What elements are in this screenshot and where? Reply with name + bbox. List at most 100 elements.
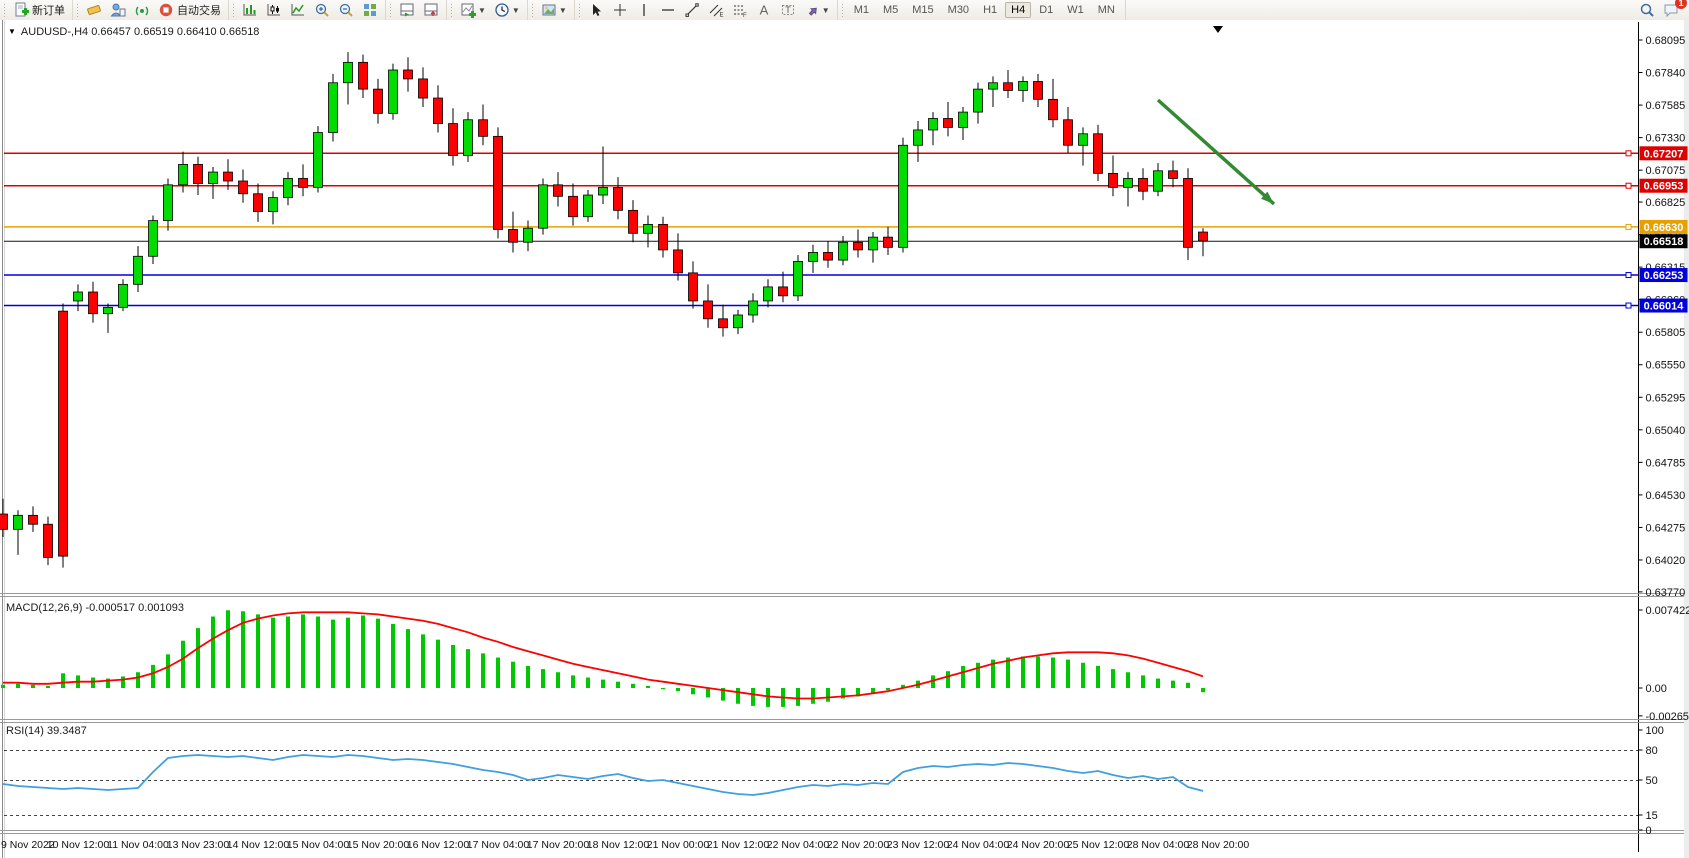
svg-text:0.67075: 0.67075	[1646, 165, 1686, 177]
crosshair-button[interactable]	[609, 0, 631, 20]
timeframe-h4-button[interactable]: H4	[1005, 2, 1032, 18]
dropdown-arrow-icon: ▼	[511, 5, 520, 15]
svg-text:0.65295: 0.65295	[1646, 392, 1686, 404]
timeframe-m15-button[interactable]: M15	[912, 4, 934, 16]
line-handle[interactable]	[1625, 182, 1632, 189]
search-button[interactable]	[1636, 0, 1658, 20]
profile-icon	[542, 4, 556, 16]
svg-text:0.67840: 0.67840	[1646, 68, 1686, 80]
symbol-expand-icon[interactable]: ▼	[8, 27, 16, 36]
svg-text:0.66825: 0.66825	[1646, 197, 1686, 209]
fibonacci-button[interactable]: F	[729, 0, 751, 20]
rsi-axis: 100 80 50 15 0	[1638, 725, 1664, 837]
auto-scroll-button[interactable]	[396, 0, 418, 20]
periods-button[interactable]: ▼	[491, 0, 523, 20]
svg-text:0.65550: 0.65550	[1646, 360, 1686, 372]
ticket-button[interactable]	[83, 0, 105, 20]
svg-text:0.64020: 0.64020	[1646, 555, 1686, 567]
svg-text:0.00: 0.00	[1646, 683, 1667, 695]
autotrading-button[interactable]: 自动交易	[155, 0, 224, 20]
vline-button[interactable]	[633, 0, 655, 20]
trendline-button[interactable]	[681, 0, 703, 20]
timeframe-w1-button[interactable]: W1	[1067, 4, 1084, 16]
chart-shift-button[interactable]	[420, 0, 442, 20]
svg-text:0: 0	[1646, 825, 1652, 837]
market-depth-button[interactable]	[107, 0, 129, 20]
timeframe-m5-button[interactable]: M5	[882, 4, 899, 16]
signals-button[interactable]	[131, 0, 153, 20]
svg-text:24 Nov 20:00: 24 Nov 20:00	[1007, 839, 1070, 851]
templates-button[interactable]: ▼	[538, 0, 570, 20]
chart-shift-marker[interactable]	[1213, 26, 1223, 33]
svg-text:18 Nov 12:00: 18 Nov 12:00	[587, 839, 650, 851]
hline-button[interactable]	[657, 0, 679, 20]
line-handle[interactable]	[1625, 302, 1632, 309]
channel-button[interactable]: E	[705, 0, 727, 20]
price-line-badge	[1639, 219, 1688, 234]
notifications-button[interactable]: 1	[1660, 0, 1687, 20]
cursor-icon	[592, 4, 601, 16]
macd-signal-line	[3, 611, 1204, 700]
chart-window: 0.68095 0.67840 0.67585 0.67330 0.67075 0.668…	[0, 20, 1689, 858]
indicators-button[interactable]: ▼	[457, 0, 489, 20]
svg-text:E: E	[719, 13, 723, 19]
svg-text:13 Nov 23:00: 13 Nov 23:00	[167, 839, 230, 851]
timeframe-m30-button[interactable]: M30	[947, 4, 970, 16]
toolbar: 新订单 自动交易 ▼ ▼ ▼ E F A T ▼ M1 M5 M15 M30 H1 H4 D1 W1 MN 1	[0, 0, 1689, 21]
search-icon	[1640, 3, 1654, 17]
signal-icon	[135, 6, 149, 16]
cursor-button[interactable]	[585, 0, 607, 20]
svg-text:0.67585: 0.67585	[1646, 100, 1686, 112]
timeframe-d1-button[interactable]: D1	[1039, 4, 1054, 16]
svg-text:22 Nov 04:00: 22 Nov 04:00	[767, 839, 830, 851]
svg-text:80: 80	[1646, 745, 1658, 757]
svg-text:28 Nov 20:00: 28 Nov 20:00	[1187, 839, 1250, 851]
line-chart-button[interactable]	[287, 0, 309, 20]
timeframe-mn-button[interactable]: MN	[1097, 4, 1115, 16]
line-handle[interactable]	[1625, 272, 1632, 279]
new-order-button[interactable]: 新订单	[10, 0, 68, 20]
bar-chart-button[interactable]	[239, 0, 261, 20]
svg-text:22 Nov 20:00: 22 Nov 20:00	[827, 839, 890, 851]
svg-text:F: F	[743, 13, 747, 18]
svg-text:10 Nov 12:00: 10 Nov 12:00	[47, 839, 110, 851]
channel-icon: E	[709, 4, 723, 19]
svg-text:28 Nov 04:00: 28 Nov 04:00	[1127, 839, 1190, 851]
zoom-in-icon	[315, 3, 329, 17]
chart-canvas[interactable]: 0.68095 0.67840 0.67585 0.67330 0.67075 0.668…	[0, 20, 1689, 858]
price-line-badge	[1639, 298, 1688, 313]
rsi-indicator-label: RSI(14) 39.3487	[6, 725, 87, 737]
svg-text:0.64530: 0.64530	[1646, 490, 1686, 502]
svg-text:100: 100	[1646, 725, 1664, 737]
line-handle[interactable]	[1625, 150, 1632, 157]
depth-icon	[110, 3, 126, 17]
timeframe-m1-button[interactable]: M1	[853, 4, 869, 16]
line-handle[interactable]	[1625, 223, 1632, 230]
svg-text:15 Nov 20:00: 15 Nov 20:00	[347, 839, 410, 851]
tile-windows-button[interactable]	[359, 0, 381, 20]
svg-text:0.65805: 0.65805	[1646, 327, 1686, 339]
text-label-icon: T	[781, 5, 794, 15]
timeframe-h1-button[interactable]: H1	[983, 4, 998, 16]
arrows-button[interactable]: ▼	[801, 0, 833, 20]
dropdown-arrow-icon: ▼	[821, 5, 830, 15]
candle-chart-button[interactable]	[263, 0, 285, 20]
svg-text:0.68095: 0.68095	[1646, 35, 1686, 47]
svg-text:21 Nov 12:00: 21 Nov 12:00	[707, 839, 770, 851]
chart-line-icon	[291, 4, 304, 16]
svg-text:0.007422: 0.007422	[1646, 605, 1689, 617]
trend-arrow-annotation[interactable]	[1156, 98, 1276, 206]
pane-red-icon	[424, 3, 438, 16]
hline-icon	[661, 9, 674, 11]
price-line-badge	[1639, 234, 1688, 249]
text-button[interactable]: A	[753, 0, 775, 20]
label-button[interactable]: T	[777, 0, 799, 20]
zoom-out-button[interactable]	[335, 0, 357, 20]
price-line-badge	[1639, 146, 1688, 161]
chart-candle-icon	[267, 4, 280, 16]
zoom-in-button[interactable]	[311, 0, 333, 20]
